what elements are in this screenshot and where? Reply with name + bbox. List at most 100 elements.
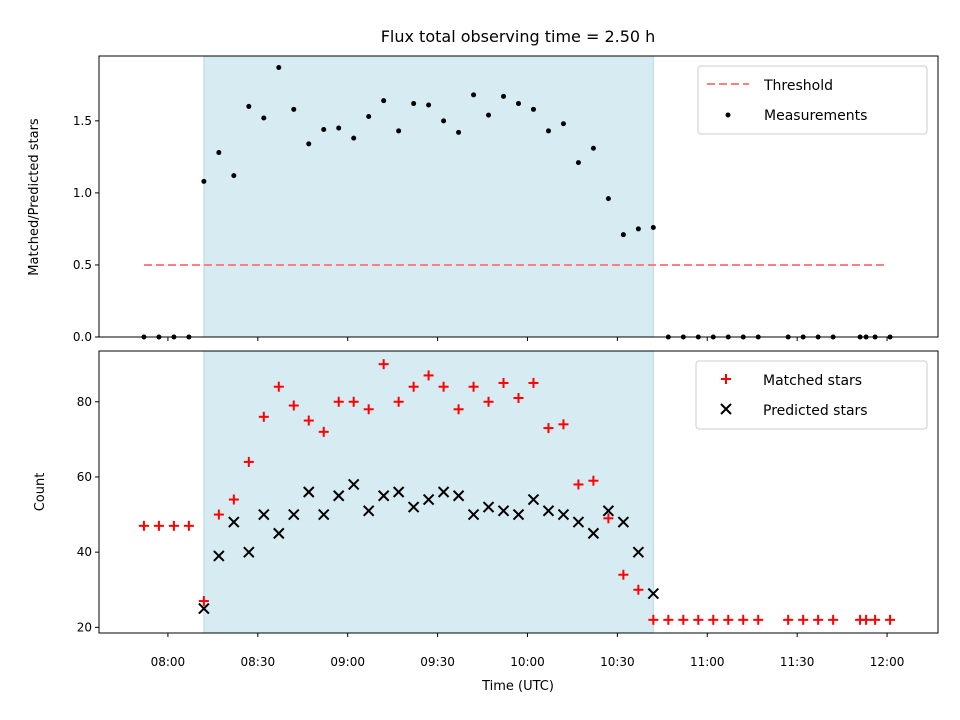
predicted-star-point bbox=[243, 546, 255, 558]
measurement-point bbox=[336, 125, 342, 131]
measurement-point bbox=[560, 121, 566, 127]
ratio-y-tick-label: 0.5 bbox=[73, 258, 92, 272]
predicted-star-point-b bbox=[572, 516, 585, 528]
matched-star-point bbox=[708, 614, 719, 625]
predicted-star-point-b bbox=[228, 516, 240, 528]
measurement-point bbox=[231, 173, 237, 179]
predicted-legend-marker bbox=[720, 403, 732, 415]
matched-star-point bbox=[861, 614, 872, 625]
predicted-star-point-b bbox=[497, 505, 510, 517]
matched-star-point bbox=[468, 381, 479, 392]
ratio-y-tick-label: 0.0 bbox=[73, 330, 92, 344]
predicted-star-point bbox=[228, 516, 240, 528]
predicted-star-point-b bbox=[527, 493, 540, 506]
matched-star-point bbox=[618, 569, 629, 580]
measurement-point bbox=[201, 178, 207, 184]
matched-star-point bbox=[348, 396, 359, 407]
matched-star-point bbox=[228, 494, 239, 505]
matched-star-point bbox=[393, 396, 404, 407]
predicted-star-point-b bbox=[273, 527, 285, 540]
measurement-point bbox=[501, 93, 507, 99]
predicted-star-point-b bbox=[512, 508, 525, 521]
x-tick-label: 10:00 bbox=[510, 655, 545, 669]
x-tick-label: 09:00 bbox=[330, 655, 365, 669]
predicted-star-point bbox=[318, 508, 330, 521]
matched-star-point bbox=[633, 584, 644, 595]
predicted-legend-swatch bbox=[720, 403, 732, 415]
matched-star-point bbox=[243, 456, 254, 467]
predicted-star-point bbox=[258, 508, 270, 521]
measurement-point bbox=[306, 141, 312, 147]
x-tick-label: 08:30 bbox=[241, 655, 276, 669]
predicted-star-point bbox=[362, 505, 375, 517]
predicted-star-point-b bbox=[347, 478, 360, 491]
predicted-star-point bbox=[482, 501, 495, 513]
predicted-star-point-b bbox=[602, 505, 615, 517]
measurement-point bbox=[396, 128, 402, 134]
measurement-point bbox=[471, 92, 477, 98]
predicted-star-point bbox=[632, 546, 645, 558]
matched-star-point bbox=[138, 520, 149, 531]
predicted-star-point-b bbox=[407, 501, 420, 513]
matched-star-point bbox=[333, 396, 344, 407]
measurement-point bbox=[605, 196, 611, 202]
matched-legend-label: Matched stars bbox=[763, 373, 862, 389]
predicted-star-point bbox=[198, 602, 210, 615]
matched-star-point bbox=[453, 404, 464, 415]
matched-star-point bbox=[678, 614, 689, 625]
predicted-star-point bbox=[467, 508, 480, 521]
measurement-point bbox=[366, 114, 372, 120]
matched-star-point bbox=[318, 426, 329, 437]
matched-star-point bbox=[558, 419, 569, 430]
matched-star-point bbox=[870, 614, 881, 625]
matched-star-point bbox=[363, 404, 374, 415]
chart-title: Flux total observing time = 2.50 h bbox=[381, 27, 656, 46]
predicted-star-point bbox=[587, 527, 600, 540]
predicted-star-point-b bbox=[467, 508, 480, 521]
measurement-point bbox=[575, 160, 581, 166]
predicted-star-point bbox=[377, 490, 390, 502]
matched-star-point bbox=[693, 614, 704, 625]
measurement-point bbox=[351, 135, 357, 141]
ratio-panel: 0.0 0.5 1.0 1.5 Matched/Predicted stars Thr… bbox=[27, 55, 939, 344]
count-y-tick-label: 60 bbox=[77, 470, 92, 484]
measurement-point bbox=[486, 112, 492, 118]
predicted-star-point-b bbox=[392, 486, 405, 498]
matched-star-point bbox=[168, 520, 179, 531]
count-y-tick-label: 40 bbox=[77, 545, 92, 559]
predicted-star-point-b bbox=[632, 546, 645, 558]
predicted-star-point bbox=[527, 493, 540, 506]
predicted-star-point-b bbox=[437, 486, 450, 498]
ratio-y-tick-label: 1.0 bbox=[73, 186, 92, 200]
predicted-star-point-b bbox=[362, 505, 375, 517]
predicted-star-point bbox=[617, 516, 630, 528]
matched-star-point bbox=[828, 614, 839, 625]
matched-star-point bbox=[273, 381, 284, 392]
predicted-star-point bbox=[602, 505, 615, 517]
count-y-axis-label: Count bbox=[33, 473, 48, 512]
matched-star-point bbox=[813, 614, 824, 625]
matched-legend-swatch bbox=[721, 374, 731, 384]
measurement-point bbox=[530, 106, 536, 112]
predicted-star-point-b bbox=[377, 490, 390, 502]
ratio-panel-frame bbox=[98, 55, 939, 338]
matched-star-point bbox=[198, 596, 209, 607]
predicted-star-point bbox=[288, 508, 300, 521]
measurements-legend-label: Measurements bbox=[764, 108, 867, 124]
predicted-star-point-b bbox=[557, 508, 570, 521]
measurement-point bbox=[620, 232, 626, 238]
matched-star-point bbox=[753, 614, 764, 625]
measurement-point bbox=[516, 101, 521, 107]
predicted-star-point bbox=[303, 486, 315, 498]
measurement-point bbox=[261, 115, 267, 121]
matched-star-point bbox=[303, 415, 314, 426]
ratio-legend: Threshold Measurements bbox=[697, 65, 928, 135]
predicted-star-point bbox=[347, 478, 360, 491]
x-tick-label: 12:00 bbox=[870, 655, 905, 669]
matched-star-point bbox=[738, 614, 749, 625]
predicted-star-point bbox=[497, 505, 510, 517]
x-tick-label: 09:30 bbox=[420, 655, 455, 669]
matched-star-point bbox=[543, 423, 554, 434]
measurement-point bbox=[276, 65, 282, 71]
count-legend: Matched stars Predicted stars bbox=[695, 360, 928, 430]
